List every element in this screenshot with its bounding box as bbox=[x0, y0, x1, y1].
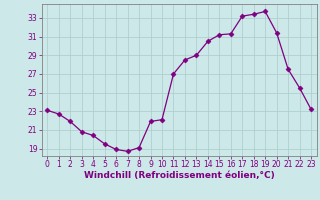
X-axis label: Windchill (Refroidissement éolien,°C): Windchill (Refroidissement éolien,°C) bbox=[84, 171, 275, 180]
